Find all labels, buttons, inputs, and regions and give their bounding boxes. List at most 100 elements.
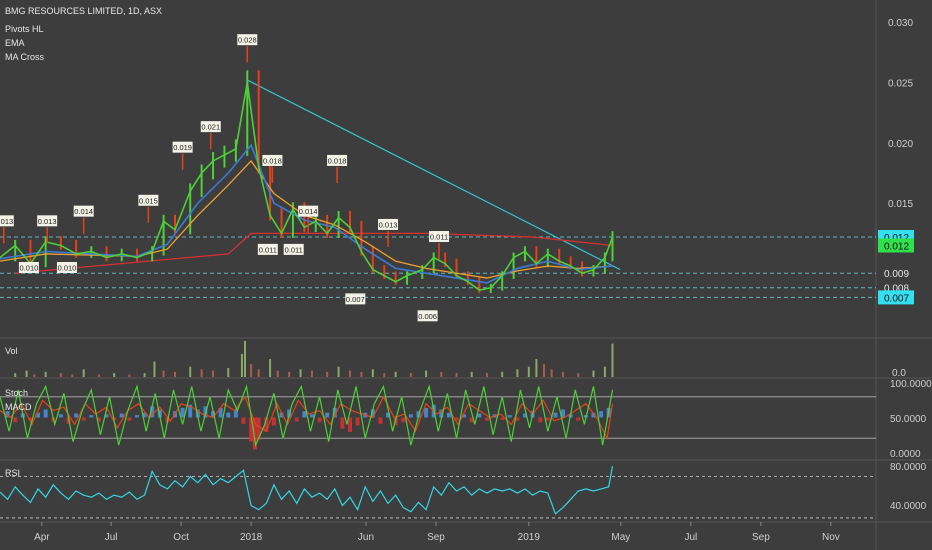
macd-histogram-bar: [150, 406, 155, 418]
pivot-label-box: [56, 262, 77, 273]
macd-histogram-bar: [142, 412, 147, 418]
macd-histogram-bar: [89, 415, 94, 418]
volume-bar: [128, 374, 131, 377]
pivot-label-box: [18, 262, 39, 273]
volume-bar: [550, 369, 553, 377]
pivot-marker: 0.006: [417, 310, 438, 322]
time-tick-label: Jun: [358, 532, 374, 543]
volume-bar: [153, 361, 156, 377]
pivot-marker: 0.013: [37, 215, 58, 244]
stoch-tick: 100.0000: [890, 379, 932, 390]
indicator-label[interactable]: EMA: [5, 38, 25, 48]
pivot-label: 0.021: [201, 123, 220, 132]
dashed-levels: [0, 236, 876, 298]
trendlines: [15, 79, 621, 274]
pivot-label: 0.010: [58, 264, 77, 273]
volume-bar: [97, 374, 100, 377]
macd-histogram-bar: [271, 417, 276, 426]
macd-histogram-bar: [355, 417, 360, 426]
volume-bar: [409, 373, 412, 377]
volume-bar: [71, 374, 74, 377]
pivot-label-box: [327, 154, 348, 166]
volume-bar: [394, 371, 397, 377]
macd-histogram-bar: [249, 417, 254, 442]
volume-bar: [244, 341, 246, 377]
pivot-label: 0.013: [38, 217, 57, 226]
indicator-label[interactable]: MA Cross: [5, 52, 45, 62]
macd-histogram-bar: [28, 417, 33, 421]
pivot-label: 0.014: [74, 207, 93, 216]
volume-bar: [527, 366, 530, 377]
macd-histogram-bar: [424, 407, 429, 418]
volume-bar: [562, 371, 565, 377]
volume-bar: [250, 364, 253, 377]
macd-histogram-bar: [180, 407, 185, 418]
pivot-marker: 0.010: [18, 262, 39, 273]
pivot-marker: 0.007: [345, 293, 366, 305]
pivot-label-box: [73, 205, 94, 217]
macd-histogram-bar: [553, 412, 558, 418]
volume-label: Vol: [5, 346, 18, 356]
pivot-marker: 0.021: [200, 121, 221, 150]
price-series: [0, 70, 614, 293]
macd-histogram-bar: [226, 412, 231, 418]
rsi-tick: 40.0000: [890, 501, 927, 512]
pivot-label-box: [429, 231, 450, 243]
macd-histogram-bar: [332, 407, 337, 418]
macd-histogram-bar: [599, 411, 604, 418]
macd-histogram-bar: [302, 411, 307, 418]
macd-histogram-bar: [218, 407, 223, 418]
price-tag-label: 0.009: [884, 269, 909, 280]
price-axis: 0.030 0.025 0.020 0.015: [888, 18, 913, 210]
macd-histogram-bar: [340, 417, 345, 429]
volume-bar: [485, 373, 488, 377]
pivot-label-box: [172, 141, 193, 153]
macd-histogram-bar: [317, 417, 322, 423]
volume-bar: [269, 359, 272, 377]
macd-histogram-bar: [96, 417, 101, 422]
volume-bar: [212, 370, 215, 377]
pivot-markers: 0.013 0.010 0.013 0.010 0.014 0.015 0.019 0.021…: [0, 34, 450, 322]
macd-histogram-bar: [348, 417, 352, 432]
price-tag-label: 0.008: [884, 284, 909, 295]
volume-bar: [174, 371, 176, 377]
pivot-marker: 0.011: [283, 243, 304, 255]
volume-bar: [501, 371, 504, 377]
macd-histogram-bar: [545, 417, 550, 421]
indicator-label[interactable]: Pivots HL: [5, 24, 44, 34]
rsi-panel: [0, 466, 876, 519]
time-tick-label: 2018: [240, 532, 263, 543]
macd-histogram-bar: [294, 417, 299, 422]
volume-bar: [113, 373, 116, 377]
pivot-label: 0.019: [173, 143, 192, 152]
pivot-marker: 0.019: [172, 141, 193, 170]
pivot-label: 0.015: [139, 196, 158, 205]
stoch-macd-panel: [0, 384, 876, 450]
macd-histogram-bar: [211, 411, 216, 418]
down-trendline: [247, 79, 621, 271]
time-tick-label: Sep: [752, 532, 770, 543]
pivot-marker: 0.018: [327, 154, 348, 183]
macd-histogram-bar: [5, 411, 10, 418]
pivot-marker: 0.011: [257, 243, 278, 255]
volume-bar: [470, 371, 473, 377]
volume-bar: [337, 366, 340, 377]
volume-bar: [288, 371, 291, 377]
macd-histogram-bar: [507, 415, 512, 418]
volume-bar: [257, 369, 260, 377]
macd-histogram-bar: [264, 417, 269, 432]
price-tag: [878, 266, 914, 281]
pivot-label-box: [257, 243, 278, 255]
pivot-label: 0.018: [328, 156, 347, 165]
pivot-label: 0.011: [259, 245, 277, 254]
volume-bar: [455, 373, 458, 377]
ema-fast-line: [0, 143, 613, 284]
pivot-marker: 0.011: [429, 231, 450, 260]
volume-bar: [611, 343, 614, 377]
macd-histogram-bar: [134, 415, 139, 418]
stoch-k-line: [0, 384, 614, 448]
volume-bar: [360, 371, 363, 377]
price-tag-label: 0.007: [884, 293, 909, 304]
